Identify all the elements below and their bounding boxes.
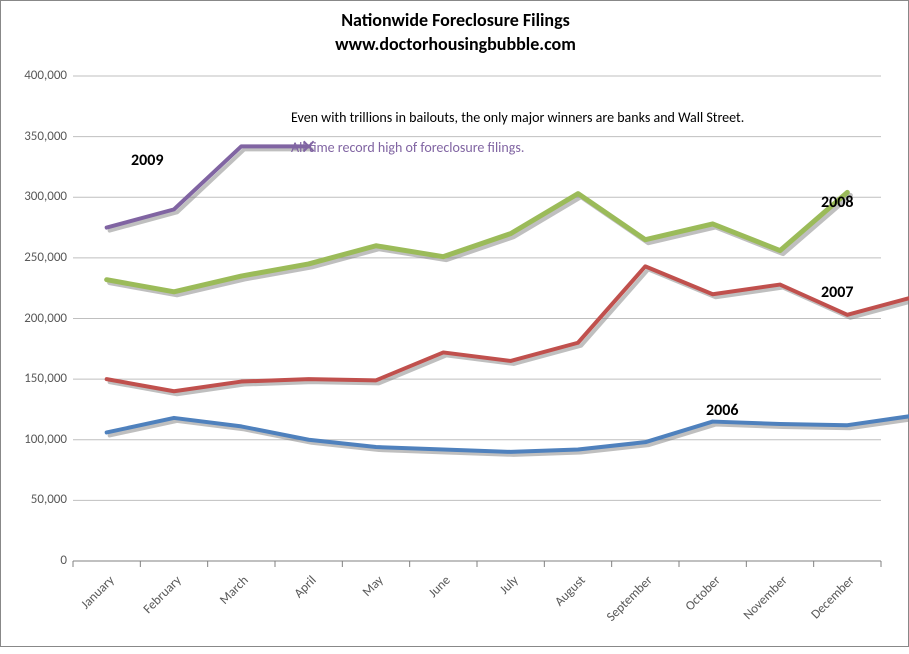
y-tick-label: 150,000	[7, 371, 67, 386]
chart-frame: Nationwide Foreclosure Filings www.docto…	[0, 0, 909, 647]
y-tick-label: 100,000	[7, 432, 67, 447]
series-label-2006: 2006	[706, 401, 738, 420]
y-tick-label: 200,000	[7, 311, 67, 326]
annotation-0: Even with trillions in bailouts, the onl…	[291, 109, 744, 126]
y-tick-label: 250,000	[7, 250, 67, 265]
y-tick-label: 0	[7, 553, 67, 568]
series-line-2006	[107, 416, 909, 452]
y-tick-label: 50,000	[7, 492, 67, 507]
annotation-1: All time record high of foreclosure fili…	[291, 139, 524, 156]
series-label-2007: 2007	[821, 283, 853, 302]
chart-plot-svg	[1, 1, 909, 648]
series-line-2008	[107, 192, 848, 291]
y-tick-label: 400,000	[7, 68, 67, 83]
y-tick-label: 350,000	[7, 129, 67, 144]
y-tick-label: 300,000	[7, 189, 67, 204]
series-label-2008: 2008	[821, 193, 853, 212]
series-label-2009: 2009	[131, 151, 163, 170]
